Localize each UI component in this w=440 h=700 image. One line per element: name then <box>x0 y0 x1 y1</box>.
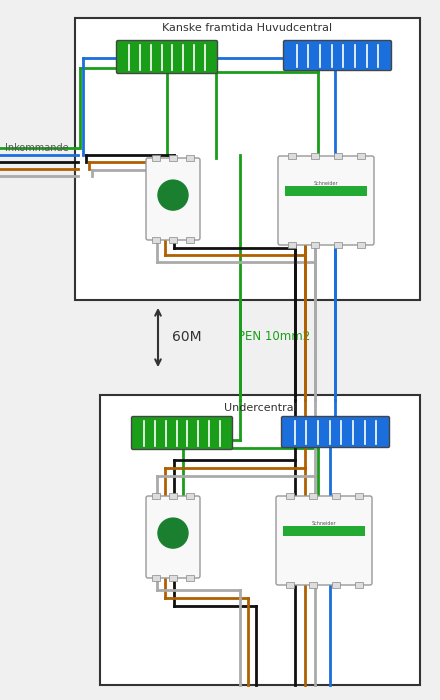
Bar <box>152 575 160 581</box>
Bar <box>286 62 389 69</box>
FancyBboxPatch shape <box>146 158 200 240</box>
Text: Kanske framtida Huvudcentral: Kanske framtida Huvudcentral <box>162 23 333 33</box>
FancyBboxPatch shape <box>282 416 389 447</box>
Text: Schneider: Schneider <box>312 521 336 526</box>
Bar <box>355 582 363 588</box>
FancyBboxPatch shape <box>276 496 372 585</box>
Bar <box>134 440 230 448</box>
Bar <box>311 153 319 159</box>
Bar <box>119 64 215 72</box>
Bar <box>356 153 364 159</box>
Bar <box>186 575 194 581</box>
Bar <box>311 242 319 248</box>
Bar <box>286 493 293 499</box>
FancyBboxPatch shape <box>146 496 200 578</box>
Bar <box>284 439 387 446</box>
Bar <box>169 155 177 161</box>
Bar <box>308 493 316 499</box>
Bar <box>152 493 160 499</box>
Text: Undercentral: Undercentral <box>224 403 297 413</box>
Bar <box>169 575 177 581</box>
Text: PEN 10mm2: PEN 10mm2 <box>238 330 310 344</box>
Bar <box>169 237 177 243</box>
Circle shape <box>158 518 188 548</box>
Bar <box>75 18 420 300</box>
Bar <box>100 395 420 685</box>
Bar <box>355 493 363 499</box>
Bar <box>287 242 296 248</box>
Bar <box>283 526 365 536</box>
Bar <box>152 237 160 243</box>
Text: Inkommande: Inkommande <box>5 143 69 153</box>
FancyBboxPatch shape <box>132 416 232 449</box>
Bar <box>186 237 194 243</box>
Bar <box>186 155 194 161</box>
Bar <box>286 582 293 588</box>
Bar <box>152 155 160 161</box>
Bar <box>331 493 340 499</box>
Bar <box>334 153 341 159</box>
Circle shape <box>158 180 188 210</box>
Bar <box>169 493 177 499</box>
Bar <box>334 242 341 248</box>
FancyBboxPatch shape <box>283 41 392 71</box>
Bar <box>186 493 194 499</box>
Text: Schneider: Schneider <box>314 181 338 186</box>
FancyBboxPatch shape <box>117 41 217 74</box>
Bar <box>331 582 340 588</box>
Bar <box>285 186 367 196</box>
FancyBboxPatch shape <box>278 156 374 245</box>
Bar <box>356 242 364 248</box>
Bar <box>287 153 296 159</box>
Text: 60M: 60M <box>172 330 202 344</box>
Bar <box>308 582 316 588</box>
